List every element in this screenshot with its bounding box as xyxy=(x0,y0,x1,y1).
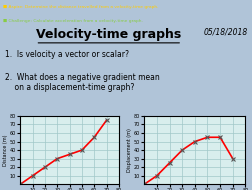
Text: 1.  Is velocity a vector or scalar?: 1. Is velocity a vector or scalar? xyxy=(5,50,129,59)
Text: 05/18/2018: 05/18/2018 xyxy=(203,28,247,37)
Text: ■ Aspire: Determine the distance travelled from a velocity-time graph.: ■ Aspire: Determine the distance travell… xyxy=(3,5,158,9)
Y-axis label: Distance (m): Distance (m) xyxy=(4,134,8,166)
Text: 2.  What does a negative gradient mean
    on a displacement-time graph?: 2. What does a negative gradient mean on… xyxy=(5,73,159,92)
Y-axis label: Displacement (m): Displacement (m) xyxy=(127,128,132,172)
Text: ■ Challenge: Calculate acceleration from a velocity-time graph.: ■ Challenge: Calculate acceleration from… xyxy=(3,19,142,23)
Text: Velocity-time graphs: Velocity-time graphs xyxy=(36,28,181,41)
